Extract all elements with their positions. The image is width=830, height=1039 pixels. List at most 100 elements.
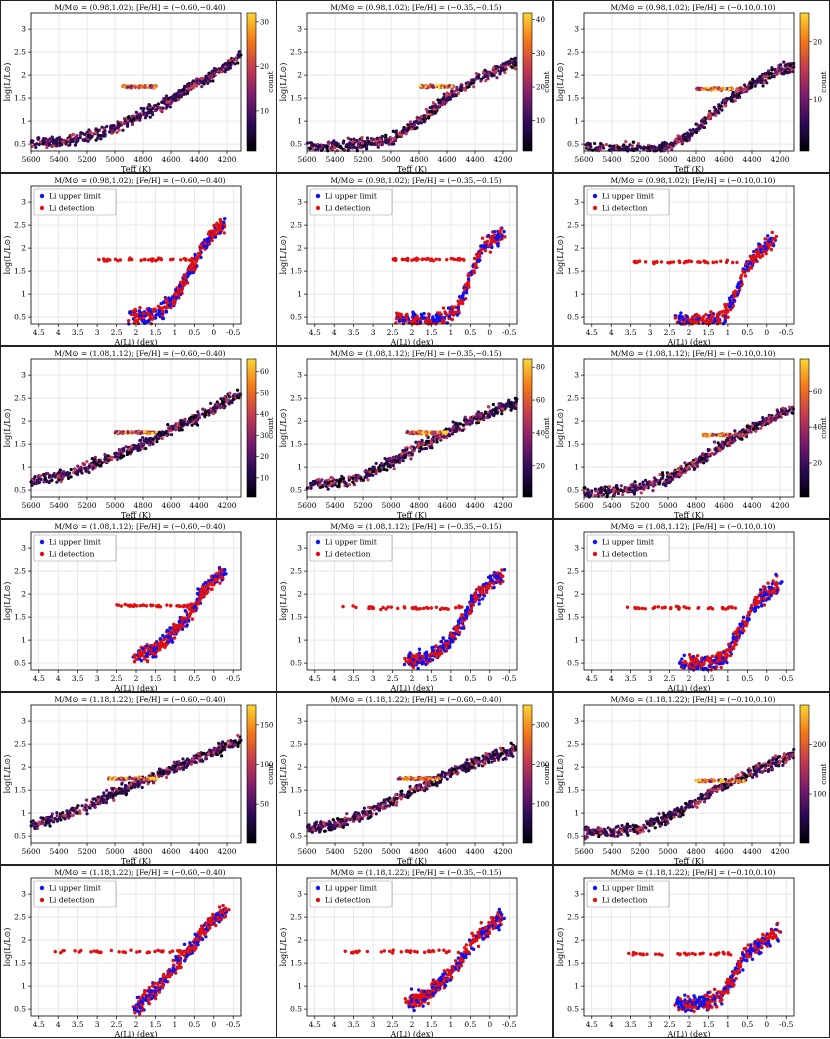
detection-point [405, 258, 409, 262]
chart-panel: 4.5 4 3.5 3 2.5 2 1.5 1 0.5 0 -0.5 0.5 1 1.5 2 2.5 3 M/M⊙… [0, 173, 277, 346]
data-point [657, 482, 661, 486]
x-tick-label: 5000 [658, 155, 677, 164]
data-point [651, 489, 655, 493]
data-point [155, 440, 159, 444]
x-tick-label: 5600 [574, 155, 593, 164]
data-point [385, 461, 390, 466]
data-point [233, 62, 237, 66]
data-point [105, 124, 109, 129]
data-point [204, 410, 208, 414]
detection-point [666, 260, 670, 265]
data-point [472, 85, 476, 89]
data-point [168, 105, 172, 109]
detection-point [395, 312, 400, 317]
detection-point [723, 305, 728, 309]
data-point [382, 467, 386, 471]
data-point [450, 85, 454, 89]
y-tick-label: 2.5 [290, 221, 302, 230]
data-point [61, 474, 66, 478]
data-point [754, 80, 759, 84]
legend-box [33, 188, 117, 216]
upper-limit-point [402, 318, 406, 322]
data-point [661, 473, 665, 477]
upper-limit-point [199, 255, 203, 260]
data-point [751, 421, 755, 425]
data-point [189, 83, 193, 87]
data-point [188, 419, 192, 423]
x-tick-label: 5400 [325, 501, 344, 510]
x-tick-label: 3.5 [625, 328, 637, 337]
data-point [412, 430, 416, 434]
data-point [762, 80, 766, 84]
colorbar-tick-label: 40 [536, 429, 545, 437]
data-point [95, 463, 99, 467]
data-point [500, 412, 504, 416]
data-point [70, 133, 74, 137]
data-point [151, 431, 155, 435]
data-points [97, 216, 227, 326]
detection-point [176, 293, 181, 297]
data-point [716, 441, 720, 445]
data-point [338, 145, 342, 149]
data-point [203, 413, 207, 417]
chart-svg: 5600 5400 5200 5000 4800 4600 4400 42000.511.52… [279, 349, 551, 518]
data-point [38, 474, 43, 478]
data-point [691, 127, 695, 132]
data-point [421, 84, 425, 88]
data-point [490, 410, 494, 414]
detection-point [133, 315, 137, 320]
detection-point [456, 309, 461, 314]
data-point [142, 441, 146, 446]
detection-point [400, 257, 404, 262]
data-point [363, 140, 367, 144]
data-point [109, 125, 113, 130]
grid-lines [583, 359, 794, 497]
data-point [789, 68, 794, 72]
data-point [76, 464, 80, 468]
data-point [130, 431, 134, 435]
data-point [639, 491, 643, 495]
data-point [619, 484, 623, 488]
data-point [110, 129, 114, 133]
data-point [484, 74, 489, 78]
data-point [395, 459, 400, 464]
data-point [702, 125, 707, 130]
upper-limit-point [496, 244, 500, 248]
detection-point [673, 316, 678, 320]
data-point [329, 146, 334, 150]
x-tick-label: 4 [56, 328, 61, 337]
data-point [139, 106, 143, 110]
y-tick-label: 1.5 [290, 94, 302, 103]
upper-limit-point [146, 319, 151, 324]
detection-point [749, 257, 754, 262]
data-point [695, 464, 700, 468]
data-point [337, 483, 341, 487]
data-point [426, 110, 430, 114]
data-points [29, 388, 243, 487]
data-point [326, 487, 330, 491]
x-tick-label: 0 [211, 328, 216, 337]
data-point [624, 139, 628, 144]
upper-limit-point [696, 317, 701, 321]
detection-point [461, 257, 466, 262]
data-point [120, 450, 124, 454]
data-point [643, 478, 648, 482]
data-point [211, 79, 215, 83]
y-axis-label: log(L/L⊙) [556, 236, 565, 275]
data-point [43, 477, 47, 481]
data-point [394, 129, 398, 133]
detection-point [735, 260, 739, 265]
upper-limit-point [137, 309, 142, 313]
data-point [201, 407, 205, 411]
data-point [356, 473, 360, 478]
detection-point [218, 217, 222, 222]
y-tick-label: 2 [297, 417, 302, 426]
data-point [220, 64, 225, 68]
data-point [714, 88, 718, 92]
chart-panel: 5600 5400 5200 5000 4800 4600 4400 4200 0.5 1 1.5 2… [553, 346, 830, 519]
data-point [165, 100, 169, 104]
data-point [151, 112, 155, 117]
data-point [354, 139, 358, 144]
detection-point [151, 308, 155, 312]
colorbar-tick-label: 30 [260, 18, 269, 26]
